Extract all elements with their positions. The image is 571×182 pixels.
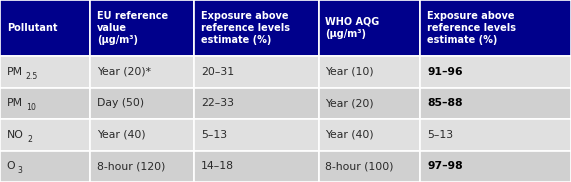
Text: 8-hour (120): 8-hour (120) (97, 161, 166, 171)
Text: Year (10): Year (10) (325, 67, 374, 77)
Bar (420, 119, 571, 151)
Bar (90, 88, 194, 119)
Text: 2.5: 2.5 (26, 72, 38, 81)
Bar (0, 0, 90, 56)
Bar (420, 88, 571, 119)
Bar (0, 151, 90, 182)
Bar (0, 88, 90, 119)
Bar (420, 56, 571, 88)
Bar (319, 0, 420, 56)
Text: Year (40): Year (40) (97, 130, 146, 140)
Bar (194, 119, 319, 151)
Text: 22–33: 22–33 (201, 98, 234, 108)
Bar (319, 151, 420, 182)
Text: PM: PM (7, 67, 23, 77)
Text: Day (50): Day (50) (97, 98, 144, 108)
Bar (0, 119, 90, 151)
Text: 5–13: 5–13 (201, 130, 227, 140)
Text: 2: 2 (27, 135, 33, 144)
Text: Year (40): Year (40) (325, 130, 374, 140)
Bar (194, 151, 319, 182)
Bar (420, 151, 571, 182)
Bar (319, 119, 420, 151)
Text: Year (20)*: Year (20)* (97, 67, 151, 77)
Bar (90, 119, 194, 151)
Bar (90, 151, 194, 182)
Bar (319, 88, 420, 119)
Text: WHO AQG
(μg/m³): WHO AQG (μg/m³) (325, 17, 380, 39)
Bar (420, 0, 571, 56)
Bar (194, 56, 319, 88)
Bar (0, 56, 90, 88)
Text: 91–96: 91–96 (427, 67, 463, 77)
Text: EU reference
value
(μg/m³): EU reference value (μg/m³) (97, 11, 168, 45)
Text: 20–31: 20–31 (201, 67, 234, 77)
Text: 5–13: 5–13 (427, 130, 453, 140)
Text: 97–98: 97–98 (427, 161, 463, 171)
Bar (194, 0, 319, 56)
Text: 85–88: 85–88 (427, 98, 463, 108)
Text: Exposure above
reference levels
estimate (%): Exposure above reference levels estimate… (427, 11, 516, 45)
Text: O: O (7, 161, 15, 171)
Text: Exposure above
reference levels
estimate (%): Exposure above reference levels estimate… (201, 11, 290, 45)
Text: 3: 3 (18, 167, 23, 175)
Bar (194, 88, 319, 119)
Text: 14–18: 14–18 (201, 161, 234, 171)
Bar (90, 0, 194, 56)
Bar (319, 56, 420, 88)
Text: PM: PM (7, 98, 23, 108)
Text: NO: NO (7, 130, 24, 140)
Text: Pollutant: Pollutant (7, 23, 57, 33)
Text: Year (20): Year (20) (325, 98, 374, 108)
Text: 8-hour (100): 8-hour (100) (325, 161, 394, 171)
Text: 10: 10 (26, 104, 35, 112)
Bar (90, 56, 194, 88)
